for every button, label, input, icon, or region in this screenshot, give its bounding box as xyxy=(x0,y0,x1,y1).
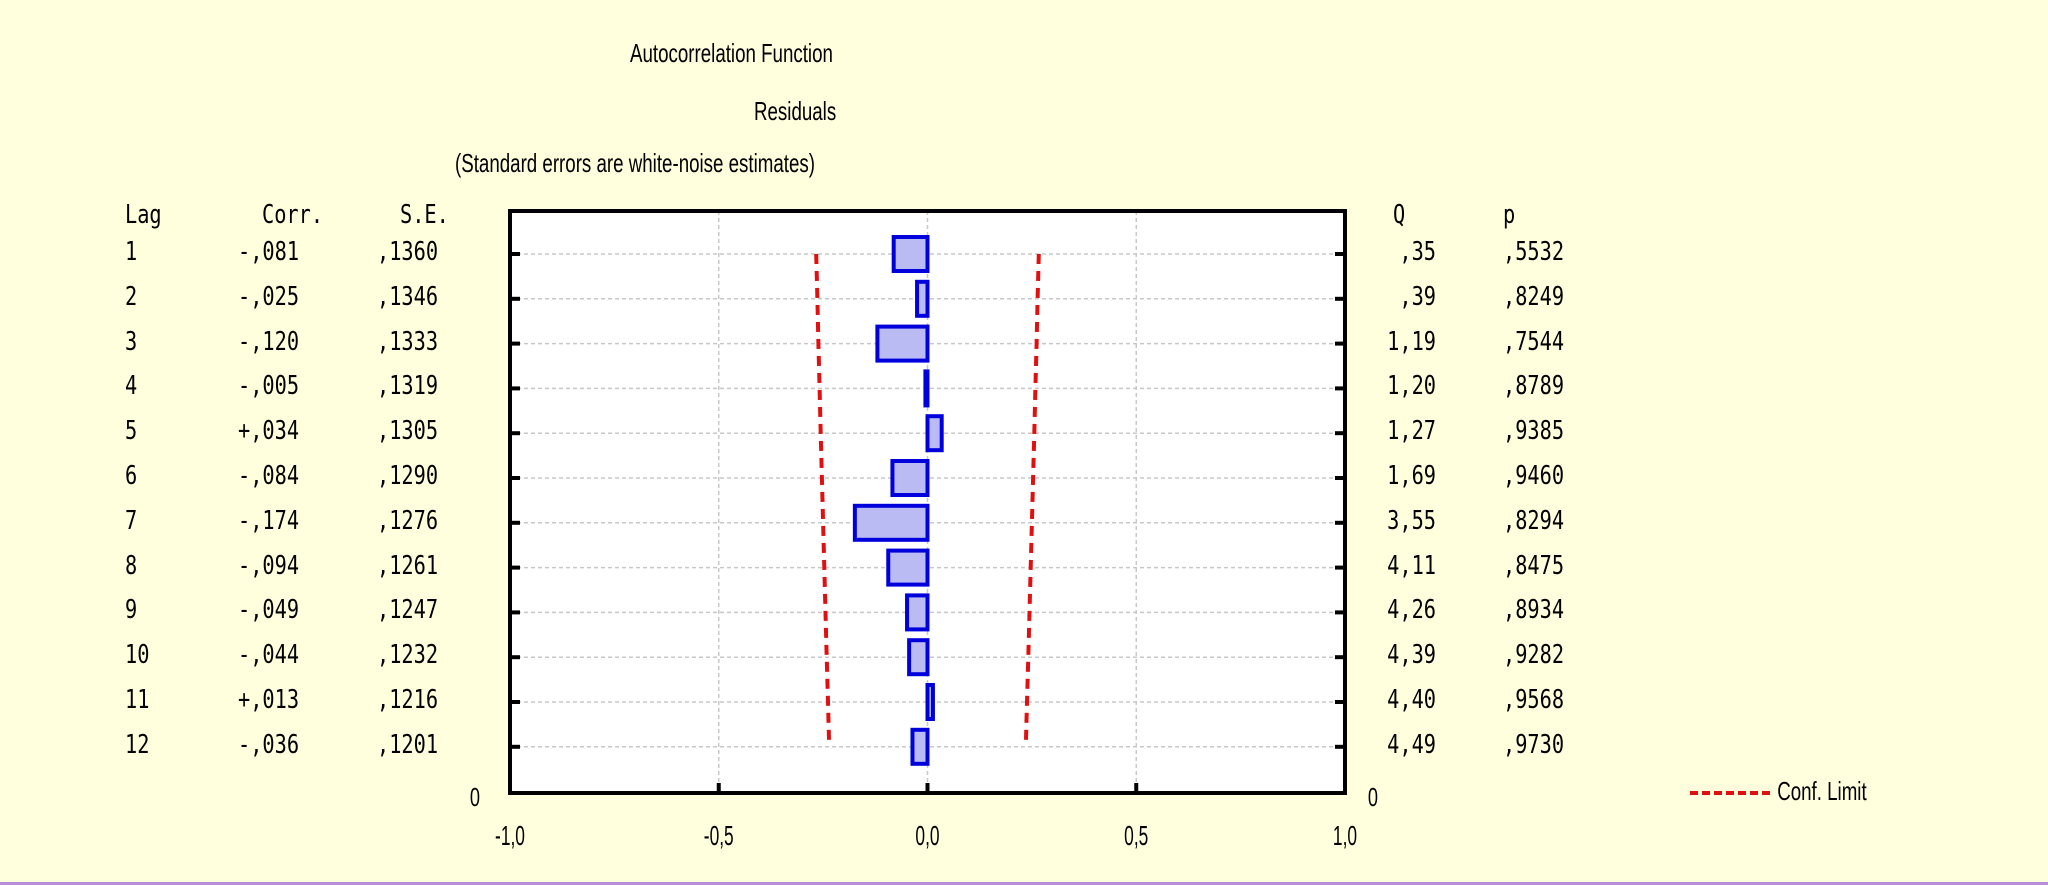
q-cell: ,35 xyxy=(1399,237,1436,267)
chart-note: (Standard errors are white-noise estimat… xyxy=(455,148,815,178)
acf-bar xyxy=(891,235,930,273)
lag-cell: 10 xyxy=(125,640,150,671)
chart-title: Autocorrelation Function xyxy=(630,38,833,68)
q-cell: 4,39 xyxy=(1387,640,1436,671)
q-cell: 1,27 xyxy=(1387,416,1436,447)
y-axis-zero-label-right: 0 xyxy=(1368,783,1378,812)
corr-cell: -,094 xyxy=(238,550,300,581)
acf-bar xyxy=(886,548,930,587)
acf-bar xyxy=(905,593,930,632)
se-cell: ,1247 xyxy=(377,595,439,626)
q-cell: ,39 xyxy=(1399,281,1436,312)
acf-bar xyxy=(915,279,930,318)
corr-cell: -,174 xyxy=(238,505,300,536)
conf-limit-lower-line xyxy=(814,253,832,747)
p-cell: ,7544 xyxy=(1503,326,1565,357)
acf-bar xyxy=(925,683,935,721)
column-header-q: Q xyxy=(1393,200,1406,230)
column-header-se: S.E. xyxy=(400,200,449,230)
corr-cell: -,036 xyxy=(238,729,300,760)
p-cell: ,8294 xyxy=(1503,505,1565,536)
q-cell: 4,26 xyxy=(1387,595,1436,626)
lag-cell: 6 xyxy=(125,461,138,491)
p-cell: ,9460 xyxy=(1503,461,1565,491)
q-cell: 3,55 xyxy=(1387,505,1436,536)
acf-bar xyxy=(910,727,930,766)
y-axis-zero-label-left: 0 xyxy=(470,783,480,812)
q-cell: 4,49 xyxy=(1387,729,1436,760)
acf-bar xyxy=(890,459,930,497)
column-header-lag: Lag xyxy=(125,200,162,230)
acf-bar xyxy=(875,324,930,363)
corr-cell: -,044 xyxy=(238,640,300,671)
lag-cell: 11 xyxy=(125,685,150,715)
lag-cell: 8 xyxy=(125,550,138,581)
corr-cell: -,025 xyxy=(238,281,300,312)
column-header-p: p xyxy=(1503,200,1516,230)
lag-cell: 1 xyxy=(125,237,138,267)
corr-cell: +,013 xyxy=(238,685,300,715)
x-tick-label: 1,0 xyxy=(1333,820,1357,851)
se-cell: ,1201 xyxy=(377,729,439,760)
se-cell: ,1290 xyxy=(377,461,439,491)
se-cell: ,1319 xyxy=(377,371,439,402)
p-cell: ,9282 xyxy=(1503,640,1565,671)
x-tick-label: -1,0 xyxy=(495,820,525,851)
p-cell: ,9385 xyxy=(1503,416,1565,447)
lag-cell: 4 xyxy=(125,371,138,402)
q-cell: 4,40 xyxy=(1387,685,1436,715)
lag-cell: 2 xyxy=(125,281,138,312)
corr-cell: -,049 xyxy=(238,595,300,626)
p-cell: ,8249 xyxy=(1503,281,1565,312)
se-cell: ,1276 xyxy=(377,505,439,536)
lag-cell: 12 xyxy=(125,729,150,760)
se-cell: ,1232 xyxy=(377,640,439,671)
chart-subtitle: Residuals xyxy=(754,96,837,126)
column-header-corr: Corr. xyxy=(262,200,324,230)
corr-cell: +,034 xyxy=(238,416,300,447)
p-cell: ,9568 xyxy=(1503,685,1565,715)
lag-cell: 9 xyxy=(125,595,138,626)
conf-limit-upper-line xyxy=(1023,253,1041,747)
lag-cell: 7 xyxy=(125,505,138,536)
corr-cell: -,081 xyxy=(238,237,300,267)
corr-cell: -,084 xyxy=(238,461,300,491)
lag-cell: 3 xyxy=(125,326,138,357)
p-cell: ,8789 xyxy=(1503,371,1565,402)
p-cell: ,8934 xyxy=(1503,595,1565,626)
x-tick-label: 0,5 xyxy=(1124,820,1148,851)
legend-conf-limit-swatch xyxy=(1690,791,1770,795)
q-cell: 1,69 xyxy=(1387,461,1436,491)
q-cell: 4,11 xyxy=(1387,550,1436,581)
corr-cell: -,005 xyxy=(238,371,300,402)
x-tick-label: -0,5 xyxy=(704,820,734,851)
p-cell: ,5532 xyxy=(1503,237,1565,267)
corr-cell: -,120 xyxy=(238,326,300,357)
se-cell: ,1305 xyxy=(377,416,439,447)
acf-bar xyxy=(852,503,930,542)
p-cell: ,8475 xyxy=(1503,550,1565,581)
window-border xyxy=(0,882,2048,885)
acf-bar xyxy=(907,638,930,677)
se-cell: ,1346 xyxy=(377,281,439,312)
q-cell: 1,19 xyxy=(1387,326,1436,357)
lag-cell: 5 xyxy=(125,416,138,447)
x-tick-label: 0,0 xyxy=(915,820,939,851)
p-cell: ,9730 xyxy=(1503,729,1565,760)
acf-bar xyxy=(923,369,930,408)
legend-conf-limit-label: Conf. Limit xyxy=(1777,776,1867,806)
se-cell: ,1360 xyxy=(377,237,439,267)
se-cell: ,1261 xyxy=(377,550,439,581)
q-cell: 1,20 xyxy=(1387,371,1436,402)
se-cell: ,1216 xyxy=(377,685,439,715)
acf-bar xyxy=(925,414,944,453)
chart-titles: Autocorrelation Function Residuals (Stan… xyxy=(0,0,2048,180)
se-cell: ,1333 xyxy=(377,326,439,357)
